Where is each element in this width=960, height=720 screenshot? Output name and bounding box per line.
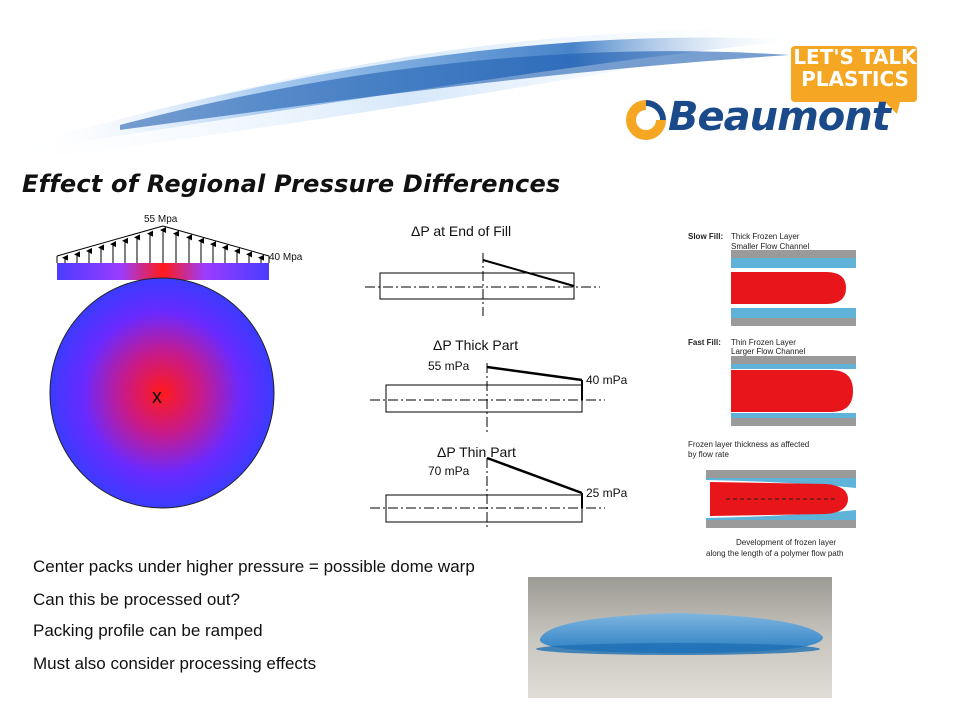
profile-title-thick: ΔP Thick Part — [433, 337, 519, 353]
disc-top-label: 55 Mpa — [144, 214, 178, 225]
profile-thin-part — [370, 456, 605, 527]
frozen-caption-2: by flow rate — [688, 450, 729, 459]
slow-fill-title: Slow Fill: — [688, 232, 724, 241]
company-name: Beaumont — [668, 94, 891, 140]
profile-title-thin: ΔP Thin Part — [437, 444, 516, 460]
profile-thin-right-value: 25 mPa — [586, 486, 628, 500]
pressure-bar — [57, 263, 269, 280]
profile-thick-right-value: 40 mPa — [586, 373, 628, 387]
domed-part-photo — [528, 577, 832, 698]
badge-line-1: LET'S TALK — [793, 45, 917, 69]
badge-text: LET'S TALK PLASTICS — [793, 46, 917, 90]
profile-thick-left-value: 55 mPa — [428, 359, 470, 373]
disc-part — [49, 277, 275, 509]
fast-fill-text2: Larger Flow Channel — [731, 347, 806, 356]
frozen-caption-1: Frozen layer thickness as affected — [688, 440, 810, 449]
disc-center-mark: x — [152, 386, 162, 408]
profile-end-of-fill — [365, 253, 600, 316]
profile-title-end-of-fill: ΔP at End of Fill — [411, 223, 512, 239]
slow-fill-text2: Smaller Flow Channel — [731, 242, 810, 251]
disc-side-label: 40 Mpa — [269, 252, 303, 263]
disc-pressure-diagram — [49, 225, 275, 509]
bullet-3: Packing profile can be ramped — [33, 621, 263, 640]
badge-line-2: PLASTICS — [801, 67, 909, 91]
beaumont-logo-icon — [626, 100, 666, 140]
frozen-layer-panel: Slow Fill: Thick Frozen Layer Smaller Fl… — [676, 220, 862, 570]
profile-thick-part — [370, 363, 605, 432]
dev-caption-2: along the length of a polymer flow path — [706, 549, 844, 558]
page-title: Effect of Regional Pressure Differences — [22, 170, 561, 198]
bullet-2: Can this be processed out? — [33, 590, 240, 609]
fast-fill-title: Fast Fill: — [688, 338, 721, 347]
bullet-4: Must also consider processing effects — [33, 654, 317, 673]
header-swoosh — [0, 29, 820, 165]
slow-fill-text1: Thick Frozen Layer — [731, 232, 800, 241]
bullet-1: Center packs under higher pressure = pos… — [33, 557, 475, 576]
pressure-arrows — [62, 227, 264, 263]
profile-thin-left-value: 70 mPa — [428, 464, 470, 478]
dev-caption-1: Development of frozen layer — [736, 538, 837, 547]
frozen-layer-illustration — [706, 250, 856, 528]
fast-fill-text1: Thin Frozen Layer — [731, 338, 796, 347]
lets-talk-plastics-logo — [791, 46, 917, 114]
